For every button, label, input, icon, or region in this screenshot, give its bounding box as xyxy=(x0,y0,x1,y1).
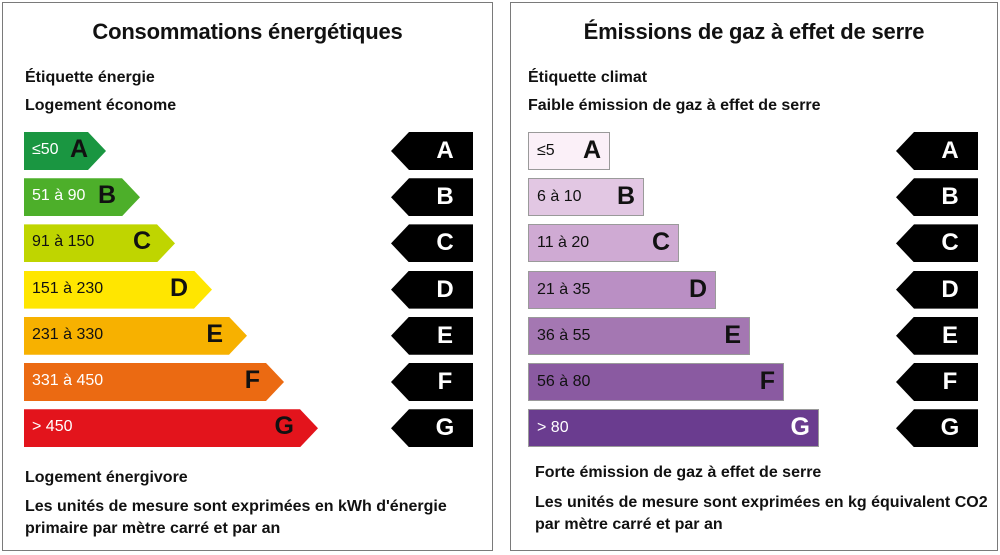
climate-bar-b: 6 à 10 B xyxy=(528,178,644,217)
energy-panel: Consommations énergétiques Étiquette éne… xyxy=(2,2,493,551)
energy-tag-g: G xyxy=(391,409,473,448)
climate-bar-letter: E xyxy=(724,320,741,349)
energy-bar-letter: C xyxy=(132,227,151,256)
energy-label-top: Logement économe xyxy=(25,97,177,114)
climate-tag-b: B xyxy=(896,178,978,217)
energy-bar-range: 151 à 230 xyxy=(32,279,104,297)
energy-tag-b: B xyxy=(391,178,473,217)
energy-bar-g: > 450 G xyxy=(24,409,318,447)
climate-bar-range: 6 à 10 xyxy=(537,188,582,206)
climate-bar-g: > 80 G xyxy=(528,409,819,448)
climate-tag-letter: A xyxy=(941,137,959,164)
climate-tag-letter: F xyxy=(942,368,958,395)
energy-bar-range: 231 à 330 xyxy=(32,325,104,343)
energy-tag-letter: A xyxy=(436,137,454,164)
energy-tag-a: A xyxy=(391,132,473,170)
climate-title: Émissions de gaz à effet de serre xyxy=(583,19,925,44)
climate-tag-letter: E xyxy=(941,321,958,349)
climate-bar-a: ≤5 A xyxy=(528,132,610,170)
energy-bar-d: 151 à 230 D xyxy=(24,271,212,309)
climate-bar-range: 21 à 35 xyxy=(537,280,591,298)
climate-tag-f: F xyxy=(896,363,978,401)
climate-tag-g: G xyxy=(896,409,978,448)
climate-label-top: Faible émission de gaz à effet de serre xyxy=(528,97,821,114)
climate-bar-letter: B xyxy=(616,182,635,211)
energy-tag-letter: G xyxy=(435,414,455,442)
climate-bar-range: ≤5 xyxy=(537,142,555,159)
climate-bar-letter: D xyxy=(688,274,707,303)
climate-tag-letter: C xyxy=(941,229,959,257)
climate-tag-c: C xyxy=(896,224,978,263)
energy-bar-letter: F xyxy=(244,366,260,394)
climate-bar-c: 11 à 20 C xyxy=(528,224,679,263)
energy-bar-letter: A xyxy=(70,135,89,163)
climate-tag-d: D xyxy=(896,270,978,309)
energy-bar-letter: E xyxy=(206,319,223,348)
energy-bar-f: 331 à 450 F xyxy=(24,363,284,401)
climate-tag-letter: B xyxy=(941,183,959,211)
energy-bar-letter: D xyxy=(169,273,188,302)
climate-tag-a: A xyxy=(896,132,978,170)
climate-units-note: Les unités de mesure sont exprimées en k… xyxy=(535,494,988,533)
climate-bar-letter: F xyxy=(759,367,775,395)
energy-tag-f: F xyxy=(391,363,473,401)
energy-label-title: Étiquette énergie xyxy=(25,69,155,86)
climate-bar-range: > 80 xyxy=(537,419,569,437)
climate-bar-letter: G xyxy=(790,413,810,442)
climate-label-title: Étiquette climat xyxy=(528,69,648,86)
energy-bar-range: > 450 xyxy=(32,418,73,436)
energy-bar-b: 51 à 90 B xyxy=(24,178,140,216)
energy-label-bottom: Logement énergivore xyxy=(25,469,188,486)
climate-bar-range: 36 à 55 xyxy=(537,326,591,344)
energy-bar-range: 331 à 450 xyxy=(32,372,104,389)
energy-tag-letter: E xyxy=(436,321,453,349)
climate-label-bottom: Forte émission de gaz à effet de serre xyxy=(535,464,822,481)
energy-bar-range: ≤50 xyxy=(32,141,59,158)
energy-title: Consommations énergétiques xyxy=(92,19,403,44)
energy-bar-a: ≤50 A xyxy=(24,132,106,170)
climate-bar-letter: C xyxy=(651,228,670,257)
climate-panel: Émissions de gaz à effet de serre Étique… xyxy=(510,2,998,551)
energy-bar-letter: G xyxy=(274,412,294,441)
climate-tag-e: E xyxy=(896,316,978,355)
energy-tag-d: D xyxy=(391,270,473,309)
climate-bar-range: 11 à 20 xyxy=(537,234,590,252)
climate-bar-range: 56 à 80 xyxy=(537,373,591,390)
energy-bar-letter: B xyxy=(97,181,116,210)
climate-bar-e: 36 à 55 E xyxy=(528,316,750,355)
energy-tag-letter: B xyxy=(436,183,454,211)
climate-bar-f: 56 à 80 F xyxy=(528,363,784,401)
climate-bar-d: 21 à 35 D xyxy=(528,270,716,309)
climate-tag-letter: D xyxy=(941,275,959,303)
climate-bar-letter: A xyxy=(582,136,601,164)
energy-bar-e: 231 à 330 E xyxy=(24,317,247,355)
energy-units-note: Les unités de mesure sont exprimées en k… xyxy=(25,498,447,537)
energy-tag-e: E xyxy=(391,316,473,355)
energy-tag-letter: F xyxy=(437,368,453,395)
climate-tag-letter: G xyxy=(940,414,960,442)
energy-tag-c: C xyxy=(391,224,473,263)
energy-tag-letter: D xyxy=(436,275,454,303)
energy-bar-range: 91 à 150 xyxy=(32,233,95,251)
energy-bar-range: 51 à 90 xyxy=(32,187,86,205)
energy-tag-letter: C xyxy=(436,229,454,257)
energy-bar-c: 91 à 150 C xyxy=(24,224,175,262)
